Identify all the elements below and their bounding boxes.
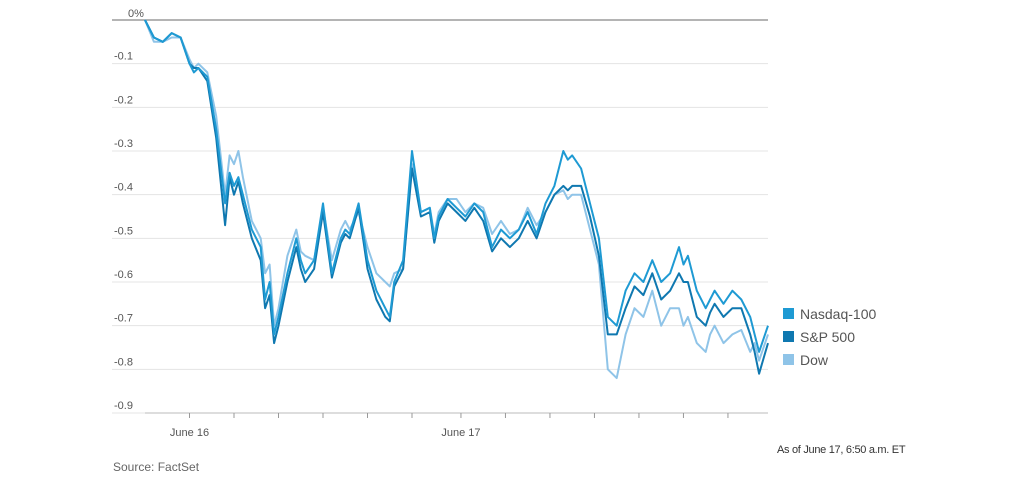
series-line-nasdaq — [144, 19, 769, 353]
as-of-note: As of June 17, 6:50 a.m. ET — [777, 444, 906, 456]
legend-label-dow: Dow — [800, 351, 829, 368]
x-tick-label: June 17 — [441, 427, 480, 439]
legend-swatch-sp500 — [783, 331, 794, 342]
x-tick-label: June 16 — [170, 427, 209, 439]
series-layer — [144, 19, 769, 380]
legend-item-sp500: S&P 500 — [783, 325, 876, 348]
legend-swatch-dow — [783, 354, 794, 365]
y-tick-label: 0% — [128, 8, 144, 20]
series-line-sp500 — [144, 19, 769, 375]
y-tick-label: -0.8 — [114, 356, 133, 368]
legend-swatch-nasdaq — [783, 308, 794, 319]
y-tick-label: -0.4 — [114, 182, 133, 194]
chart-legend: Nasdaq-100 S&P 500 Dow — [783, 302, 876, 371]
y-tick-label: -0.9 — [114, 400, 133, 412]
y-tick-label: -0.2 — [114, 94, 133, 106]
y-tick-label: -0.3 — [114, 138, 133, 150]
y-tick-label: -0.1 — [114, 51, 133, 63]
source-note: Source: FactSet — [113, 460, 200, 474]
axis-layer: 0% -0.1 -0.2 -0.3 -0.4 -0.5 -0.6 -0.7 -0.8 -0.9 Ju… — [114, 8, 768, 439]
y-tick-label: -0.5 — [114, 225, 133, 237]
y-tick-label: -0.6 — [114, 269, 133, 281]
legend-label-sp500: S&P 500 — [800, 328, 856, 345]
legend-item-dow: Dow — [783, 348, 876, 371]
legend-item-nasdaq: Nasdaq-100 — [783, 302, 876, 325]
y-tick-label: -0.7 — [114, 313, 133, 325]
legend-label-nasdaq: Nasdaq-100 — [800, 305, 877, 322]
series-line-dow — [144, 19, 769, 380]
